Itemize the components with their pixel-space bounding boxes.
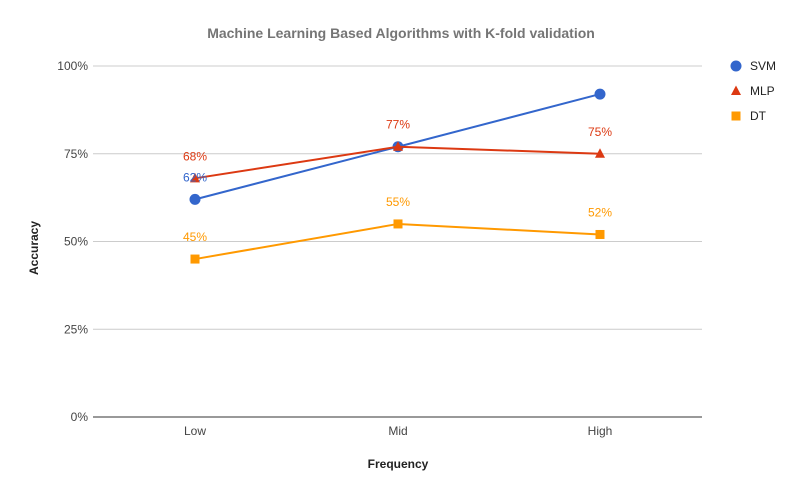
x-tick-label: Mid xyxy=(388,424,407,438)
x-tick-label: High xyxy=(588,424,613,438)
chart-title: Machine Learning Based Algorithms with K… xyxy=(207,25,595,41)
data-point-svm xyxy=(189,193,201,205)
data-label-mlp: 77% xyxy=(386,118,410,132)
legend-item-svm: SVM xyxy=(730,59,776,73)
y-axis-title: Accuracy xyxy=(27,221,41,275)
x-axis-ticks: Low Mid High xyxy=(184,424,612,438)
legend-item-mlp: MLP xyxy=(731,84,775,98)
data-point-mlp xyxy=(393,141,403,151)
data-label-svm: 62% xyxy=(183,170,207,184)
data-label-dt: 55% xyxy=(386,195,410,209)
legend-marker-svm xyxy=(730,60,742,72)
legend: SVM MLP DT xyxy=(730,59,776,123)
x-axis-title: Frequency xyxy=(368,457,429,471)
data-label-mlp: 75% xyxy=(588,125,612,139)
legend-marker-mlp xyxy=(731,85,741,95)
legend-label-dt: DT xyxy=(750,109,767,123)
y-tick-label: 50% xyxy=(64,235,88,249)
y-tick-label: 75% xyxy=(64,147,88,161)
data-point-dt xyxy=(190,254,200,264)
legend-label-mlp: MLP xyxy=(750,84,775,98)
data-point-svm xyxy=(594,88,606,100)
gridlines xyxy=(93,65,702,330)
series-dt xyxy=(190,219,605,264)
data-point-mlp xyxy=(190,172,200,183)
data-point-dt xyxy=(393,219,403,229)
legend-item-dt: DT xyxy=(731,109,767,123)
data-point-dt xyxy=(595,229,605,239)
x-tick-label: Low xyxy=(184,424,206,438)
series-mlp xyxy=(190,141,605,183)
legend-marker-dt xyxy=(731,111,741,121)
legend-label-svm: SVM xyxy=(750,59,776,73)
y-axis-ticks: 0% 25% 50% 75% 100% xyxy=(57,59,88,424)
y-tick-label: 100% xyxy=(57,59,88,73)
data-label-mlp: 68% xyxy=(183,149,207,163)
y-tick-label: 0% xyxy=(71,410,89,424)
series-group xyxy=(189,88,606,264)
data-label-dt: 52% xyxy=(588,205,612,219)
data-label-dt: 45% xyxy=(183,230,207,244)
y-tick-label: 25% xyxy=(64,322,88,336)
data-point-mlp xyxy=(595,148,605,158)
data-labels: 62% 68% 77% 75% 45% 55% 52% xyxy=(183,118,612,244)
